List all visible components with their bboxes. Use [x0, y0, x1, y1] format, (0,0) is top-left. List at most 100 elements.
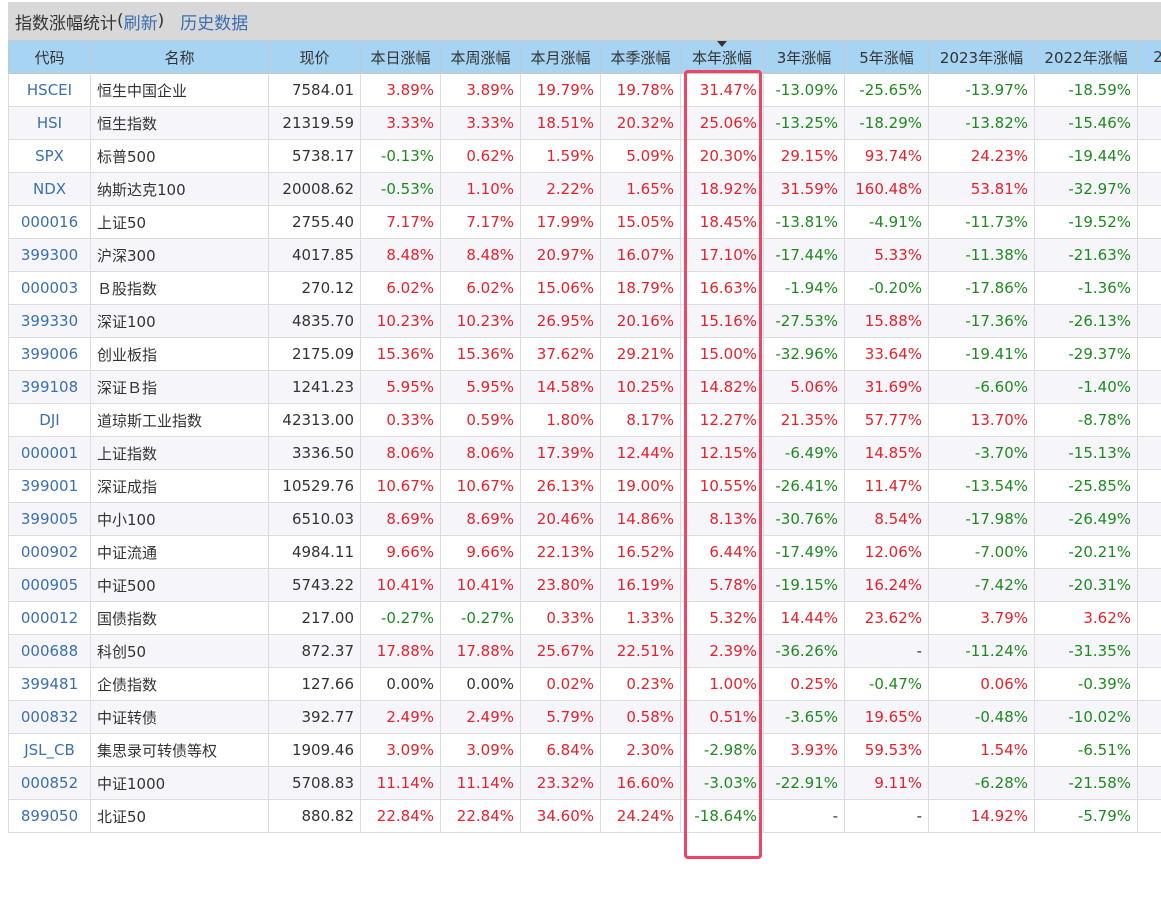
- change-2023-cell: -0.48%: [928, 700, 1035, 734]
- week-change-cell: 3.33%: [440, 106, 521, 140]
- history-data-link[interactable]: 历史数据: [180, 13, 249, 34]
- name-header[interactable]: 名称: [90, 40, 269, 74]
- price-cell: 872.37: [268, 634, 361, 668]
- day-change-header[interactable]: 本日涨幅: [360, 40, 441, 74]
- day-change-cell: -0.27%: [360, 601, 441, 635]
- year-change-cell: 14.82%: [680, 370, 764, 404]
- index-code-link[interactable]: SPX: [8, 139, 91, 173]
- code-header[interactable]: 代码: [8, 40, 91, 74]
- change-2023-cell: -13.54%: [928, 469, 1035, 503]
- index-code-link[interactable]: 000003: [8, 271, 91, 305]
- change-2023-cell: -19.41%: [928, 337, 1035, 371]
- table-row[interactable]: JSL_CB 集思录可转债等权 1909.46 3.09% 3.09% 6.84% 2.30…: [8, 733, 1161, 767]
- table-row[interactable]: 000688 科创50 872.37 17.88% 17.88% 25.67% 22.51%…: [8, 634, 1161, 668]
- table-row[interactable]: 399300 沪深300 4017.85 8.48% 8.48% 20.97% 16.07%…: [8, 238, 1161, 272]
- index-code-link[interactable]: 899050: [8, 799, 91, 833]
- day-change-cell: 9.66%: [360, 535, 441, 569]
- three-year-change-header[interactable]: 3年涨幅: [763, 40, 845, 74]
- index-name-cell: 中证转债: [90, 700, 269, 734]
- change-2022-cell: -10.02%: [1034, 700, 1138, 734]
- index-code-link[interactable]: 000902: [8, 535, 91, 569]
- index-code-link[interactable]: 000001: [8, 436, 91, 470]
- quarter-change-cell: 22.51%: [600, 634, 681, 668]
- more-column-cell: [1137, 799, 1161, 833]
- table-row[interactable]: 399006 创业板指 2175.09 15.36% 15.36% 37.62% 29.21…: [8, 337, 1161, 371]
- more-column-header[interactable]: 2: [1137, 40, 1161, 74]
- index-code-link[interactable]: HSCEI: [8, 73, 91, 107]
- index-code-link[interactable]: 399001: [8, 469, 91, 503]
- index-code-link[interactable]: 000852: [8, 766, 91, 800]
- more-column-cell: [1137, 238, 1161, 272]
- week-change-header[interactable]: 本周涨幅: [440, 40, 521, 74]
- table-row[interactable]: 399481 企债指数 127.66 0.00% 0.00% 0.02% 0.23% 1.00…: [8, 667, 1161, 701]
- index-code-link[interactable]: 000905: [8, 568, 91, 602]
- table-row[interactable]: 399001 深证成指 10529.76 10.67% 10.67% 26.13% 19.0…: [8, 469, 1161, 503]
- index-name-cell: 国债指数: [90, 601, 269, 635]
- table-row[interactable]: 000905 中证500 5743.22 10.41% 10.41% 23.80% 16.1…: [8, 568, 1161, 602]
- table-row[interactable]: NDX 纳斯达克100 20008.62 -0.53% 1.10% 2.22% 1.65% 1…: [8, 172, 1161, 206]
- more-column-cell: [1137, 403, 1161, 437]
- table-row[interactable]: 399005 中小100 6510.03 8.69% 8.69% 20.46% 14.86%…: [8, 502, 1161, 536]
- index-code-link[interactable]: 000012: [8, 601, 91, 635]
- table-row[interactable]: 000852 中证1000 5708.83 11.14% 11.14% 23.32% 16.…: [8, 766, 1161, 800]
- table-row[interactable]: 000902 中证流通 4984.11 9.66% 9.66% 22.13% 16.52% 6…: [8, 535, 1161, 569]
- table-row[interactable]: HSI 恒生指数 21319.59 3.33% 3.33% 18.51% 20.32% 25.…: [8, 106, 1161, 140]
- table-row[interactable]: 399330 深证100 4835.70 10.23% 10.23% 26.95% 20.1…: [8, 304, 1161, 338]
- table-row[interactable]: 000832 中证转债 392.77 2.49% 2.49% 5.79% 0.58% 0.51…: [8, 700, 1161, 734]
- index-code-link[interactable]: JSL_CB: [8, 733, 91, 767]
- year-change-header[interactable]: 本年涨幅: [680, 40, 764, 74]
- index-code-link[interactable]: HSI: [8, 106, 91, 140]
- table-row[interactable]: 000003 Ｂ股指数 270.12 6.02% 6.02% 15.06% 18.79% 16…: [8, 271, 1161, 305]
- table-row[interactable]: 000016 上证50 2755.40 7.17% 7.17% 17.99% 15.05% 1…: [8, 205, 1161, 239]
- week-change-cell: 22.84%: [440, 799, 521, 833]
- quarter-change-cell: 5.09%: [600, 139, 681, 173]
- index-code-link[interactable]: 399108: [8, 370, 91, 404]
- quarter-change-header[interactable]: 本季涨幅: [600, 40, 681, 74]
- change-2022-header[interactable]: 2022年涨幅: [1034, 40, 1138, 74]
- week-change-cell: 10.41%: [440, 568, 521, 602]
- five-year-change-cell: 59.53%: [844, 733, 929, 767]
- year-change-cell: -3.03%: [680, 766, 764, 800]
- index-code-link[interactable]: 399330: [8, 304, 91, 338]
- five-year-change-cell: 9.11%: [844, 766, 929, 800]
- more-column-cell: [1137, 139, 1161, 173]
- month-change-cell: 15.06%: [520, 271, 601, 305]
- month-change-header[interactable]: 本月涨幅: [520, 40, 601, 74]
- five-year-change-cell: 31.69%: [844, 370, 929, 404]
- week-change-cell: 3.09%: [440, 733, 521, 767]
- index-code-link[interactable]: 000016: [8, 205, 91, 239]
- day-change-cell: 11.14%: [360, 766, 441, 800]
- day-change-cell: 15.36%: [360, 337, 441, 371]
- day-change-cell: 8.06%: [360, 436, 441, 470]
- refresh-link[interactable]: 刷新: [123, 13, 158, 34]
- five-year-change-cell: 16.24%: [844, 568, 929, 602]
- index-code-link[interactable]: 399005: [8, 502, 91, 536]
- table-row[interactable]: SPX 标普500 5738.17 -0.13% 0.62% 1.59% 5.09% 20.3…: [8, 139, 1161, 173]
- index-code-link[interactable]: NDX: [8, 172, 91, 206]
- price-header[interactable]: 现价: [268, 40, 361, 74]
- sort-desc-icon: [717, 41, 727, 47]
- price-cell: 42313.00: [268, 403, 361, 437]
- table-row[interactable]: HSCEI 恒生中国企业 7584.01 3.89% 3.89% 19.79% 19.78%…: [8, 73, 1161, 107]
- five-year-change-cell: 57.77%: [844, 403, 929, 437]
- month-change-cell: 17.99%: [520, 205, 601, 239]
- index-code-link[interactable]: 399300: [8, 238, 91, 272]
- index-code-link[interactable]: DJI: [8, 403, 91, 437]
- change-2023-cell: 0.06%: [928, 667, 1035, 701]
- week-change-cell: -0.27%: [440, 601, 521, 635]
- index-code-link[interactable]: 399481: [8, 667, 91, 701]
- table-row[interactable]: 000001 上证指数 3336.50 8.06% 8.06% 17.39% 12.44% 1…: [8, 436, 1161, 470]
- table-row[interactable]: 000012 国债指数 217.00 -0.27% -0.27% 0.33% 1.33% 5.…: [8, 601, 1161, 635]
- index-code-link[interactable]: 000832: [8, 700, 91, 734]
- table-row[interactable]: DJI 道琼斯工业指数 42313.00 0.33% 0.59% 1.80% 8.17% 12…: [8, 403, 1161, 437]
- five-year-change-cell: 160.48%: [844, 172, 929, 206]
- index-code-link[interactable]: 000688: [8, 634, 91, 668]
- table-row[interactable]: 399108 深证Ｂ指 1241.23 5.95% 5.95% 14.58% 10.25% 1…: [8, 370, 1161, 404]
- five-year-change-header[interactable]: 5年涨幅: [844, 40, 929, 74]
- table-row[interactable]: 899050 北证50 880.82 22.84% 22.84% 34.60% 24.24%…: [8, 799, 1161, 833]
- index-code-link[interactable]: 399006: [8, 337, 91, 371]
- change-2023-cell: -6.28%: [928, 766, 1035, 800]
- change-2023-cell: 3.79%: [928, 601, 1035, 635]
- week-change-cell: 11.14%: [440, 766, 521, 800]
- change-2023-header[interactable]: 2023年涨幅: [928, 40, 1035, 74]
